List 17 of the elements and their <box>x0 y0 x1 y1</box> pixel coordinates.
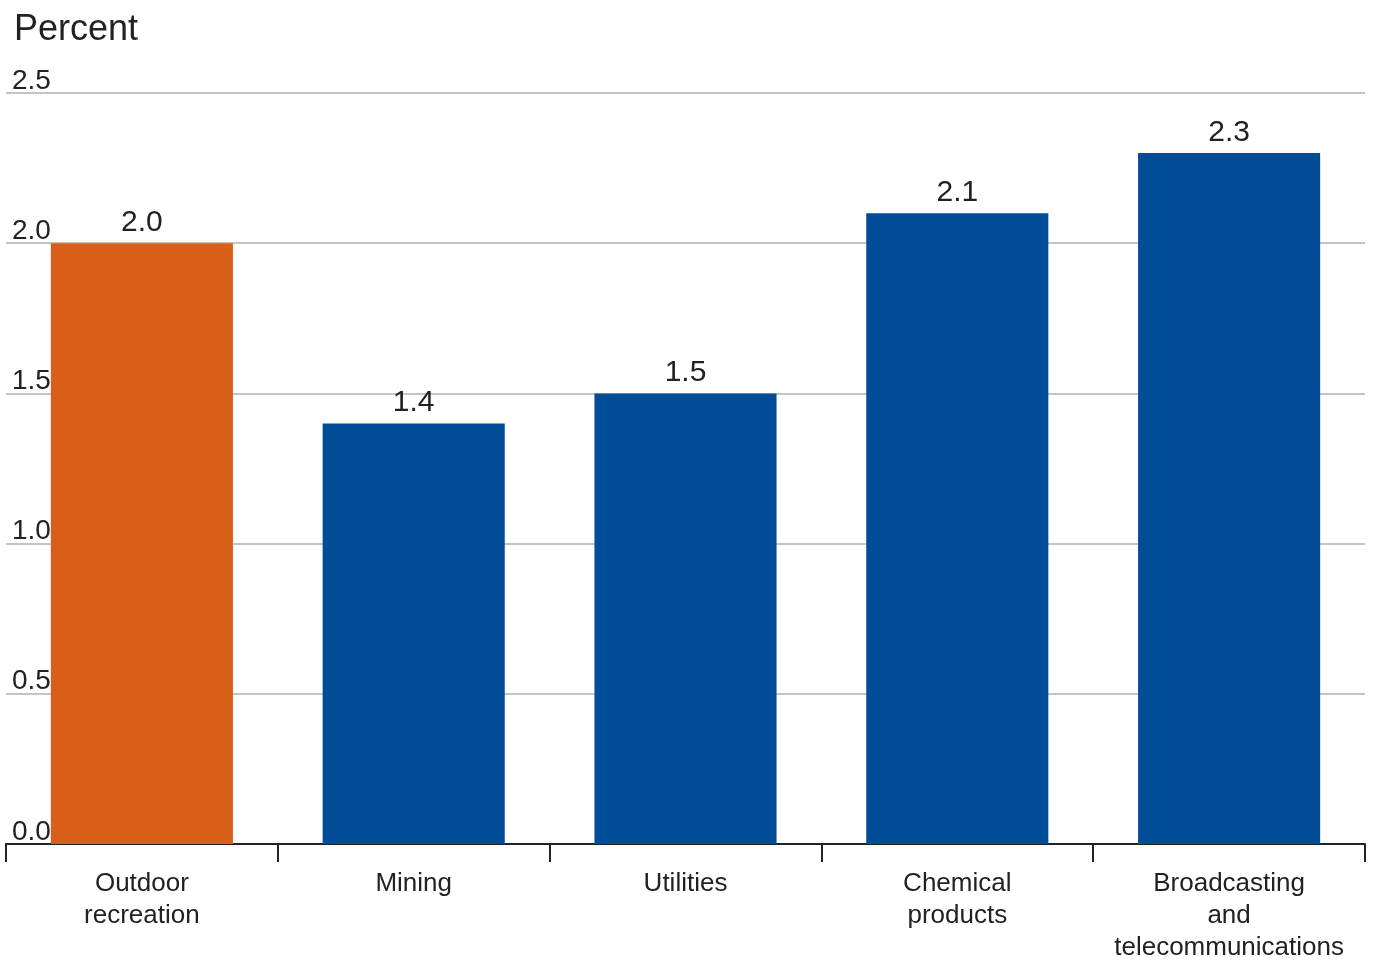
x-tick-label: Broadcasting and telecommunications <box>1114 867 1344 961</box>
x-tick-label: Chemical products <box>903 867 1012 929</box>
y-tick-label: 1.0 <box>12 514 51 546</box>
y-tick-label: 1.5 <box>12 363 51 395</box>
y-tick-label: 0.0 <box>12 814 51 846</box>
y-tick-label: 2.5 <box>12 63 51 95</box>
x-tick-label: Outdoor recreation <box>84 867 200 929</box>
data-label: 2.0 <box>121 203 163 237</box>
x-tick-label: Mining <box>375 867 452 897</box>
data-label: 1.4 <box>392 383 435 417</box>
x-tick-label: Utilities <box>643 867 728 897</box>
data-label: 2.3 <box>1208 113 1250 147</box>
data-label: 2.1 <box>936 173 979 207</box>
data-label: 1.5 <box>664 353 707 387</box>
y-tick-label: 0.5 <box>12 664 51 696</box>
y-tick-label: 2.0 <box>12 213 51 245</box>
y-axis-title: Percent <box>14 6 139 48</box>
